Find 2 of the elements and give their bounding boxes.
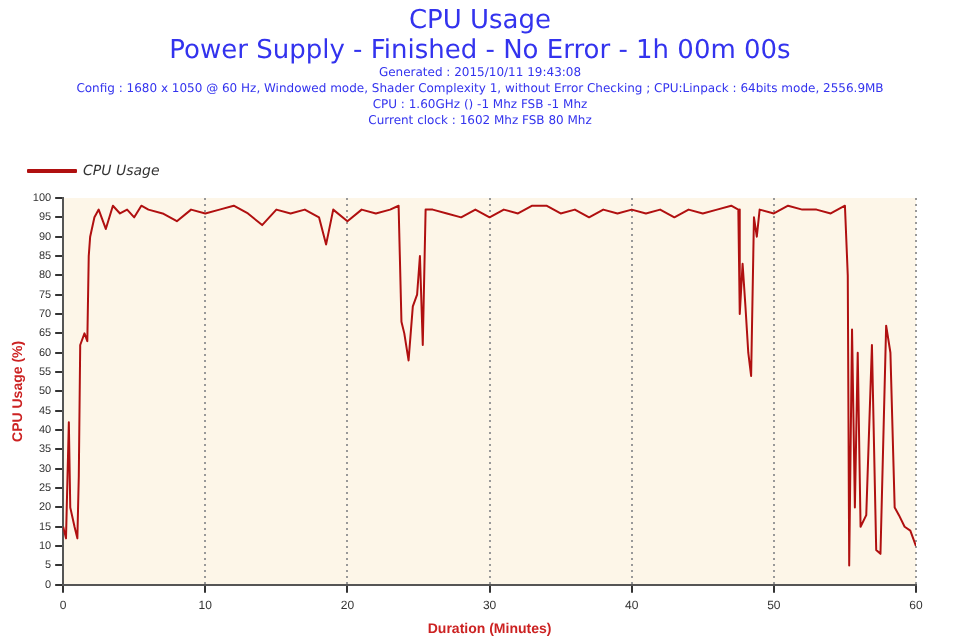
chart-subtitle: Power Supply - Finished - No Error - 1h 00m 00s: [167, 36, 793, 66]
chart-title: CPU Usage: [406, 4, 554, 36]
